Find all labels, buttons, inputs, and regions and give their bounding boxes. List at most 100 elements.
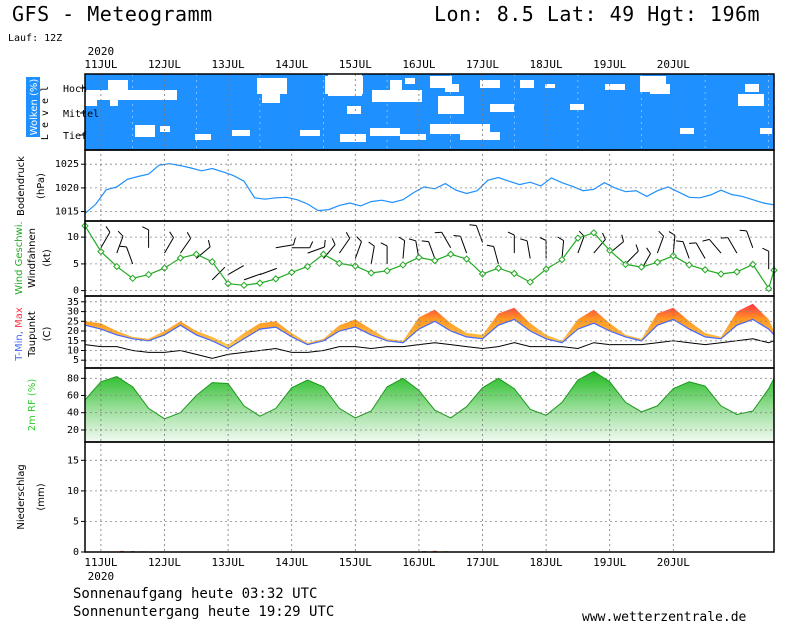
wind-barb-flag bbox=[507, 231, 515, 236]
wind-barb-flag bbox=[635, 244, 639, 252]
precip-ylabel: Niederschlag bbox=[16, 464, 27, 529]
day-label-top: 17JUL bbox=[466, 58, 499, 71]
y-tick-label: 10 bbox=[67, 486, 79, 497]
wind-speed-point bbox=[685, 261, 693, 269]
cloud-patch bbox=[650, 84, 670, 94]
website-label: www.wetterzentrale.de bbox=[582, 610, 747, 625]
cloud-patch bbox=[232, 130, 250, 136]
cloud-patch bbox=[85, 90, 177, 100]
wind-barb-staff bbox=[656, 236, 665, 254]
wind-speed-point bbox=[176, 254, 185, 262]
wind-barb-staff bbox=[402, 240, 406, 259]
y-tick-label: 1020 bbox=[55, 183, 79, 194]
wind-barb-staff bbox=[243, 273, 262, 281]
y-tick-label: 5 bbox=[73, 516, 79, 527]
wind-barb-flag bbox=[408, 238, 416, 242]
rh-line bbox=[84, 370, 775, 420]
day-label-bottom: 11JUL bbox=[84, 556, 117, 569]
wind-speed-point bbox=[256, 279, 264, 287]
wind-barb-flag bbox=[578, 230, 585, 237]
wind-speed-point bbox=[144, 270, 153, 279]
wind-barb-staff bbox=[164, 237, 174, 254]
wind-speed-point bbox=[749, 260, 757, 269]
day-label-top: 11JUL bbox=[84, 58, 117, 71]
wind-barb-flag bbox=[421, 240, 429, 243]
cloud-panel-background bbox=[85, 74, 774, 150]
year-label-bottom: 2020 bbox=[88, 570, 115, 583]
wind-barb-flag bbox=[207, 239, 211, 248]
cloud-patch bbox=[262, 83, 280, 103]
wind-barb-flag bbox=[398, 236, 405, 242]
wind-barb-staff bbox=[493, 246, 499, 265]
wind-barb-staff bbox=[727, 237, 738, 254]
wind-barb-flag bbox=[539, 237, 547, 241]
cloud-patch bbox=[400, 134, 426, 140]
wind-speed-point bbox=[574, 234, 582, 242]
y-tick-label: 10 bbox=[67, 232, 79, 243]
y-tick-label: 1025 bbox=[55, 159, 79, 170]
cloud-patch bbox=[760, 128, 772, 134]
cloud-patch bbox=[372, 90, 422, 102]
day-label-bottom: 19JUL bbox=[593, 556, 626, 569]
temp-range-area bbox=[85, 303, 774, 349]
y-tick-label: 35 bbox=[67, 297, 79, 308]
wind-barb-flag bbox=[293, 237, 296, 245]
wind-ylabel: Wind Geschwi. bbox=[14, 221, 25, 294]
wind-barb-staff bbox=[307, 246, 325, 254]
wind-barb-staff bbox=[126, 246, 134, 265]
temp-ylabel: T-Min, Max bbox=[14, 307, 25, 362]
wind-barb-staff bbox=[593, 239, 606, 254]
cloud-patch bbox=[460, 132, 500, 140]
day-label-top: 20JUL bbox=[657, 58, 690, 71]
cloud-level-label: Hoch bbox=[63, 84, 87, 95]
wind-barb-flag bbox=[119, 245, 127, 248]
cloud-patch bbox=[300, 130, 320, 136]
wind-speed-point bbox=[415, 253, 423, 262]
temp-ylabel2: Taupunkt bbox=[27, 311, 38, 358]
wind-barb-flag bbox=[469, 224, 477, 226]
day-label-top: 13JUL bbox=[212, 58, 245, 71]
wind-barb-flag bbox=[486, 244, 494, 247]
y-tick-label: 20 bbox=[67, 425, 79, 436]
cloud-patch bbox=[340, 134, 366, 142]
wind-barb-staff bbox=[577, 236, 585, 254]
cloud-patch bbox=[738, 94, 764, 106]
wind-barb-staff bbox=[459, 236, 468, 254]
wind-barb-staff bbox=[475, 225, 483, 243]
cloud-patch bbox=[108, 80, 128, 92]
wind-barb-flag bbox=[689, 242, 697, 244]
cloud-patch bbox=[545, 84, 555, 88]
wind-speed-point bbox=[97, 247, 105, 256]
wind-speed-point bbox=[764, 284, 773, 293]
wind-barb-flag bbox=[720, 237, 728, 239]
wind-barb-staff bbox=[179, 238, 192, 254]
day-label-top: 12JUL bbox=[148, 58, 181, 71]
panel-frame bbox=[84, 295, 775, 369]
cloud-patch bbox=[135, 125, 155, 137]
y-tick-label: 10 bbox=[67, 346, 79, 357]
wind-speed-point bbox=[510, 269, 519, 278]
y-tick-label: 30 bbox=[67, 307, 79, 318]
cloud-patch bbox=[110, 100, 118, 106]
wind-speed-point bbox=[319, 250, 328, 258]
dewpoint-line bbox=[84, 338, 775, 359]
cloud-patch bbox=[160, 126, 170, 132]
cloud-label-box bbox=[26, 77, 40, 137]
wind-barb-flag bbox=[169, 231, 174, 238]
cloud-patch bbox=[490, 104, 514, 112]
sunset-text: Sonnenuntergang heute 19:29 UTC bbox=[73, 604, 335, 620]
temp-ylabel-max: Max bbox=[14, 307, 25, 328]
wind-barb-flag bbox=[702, 238, 710, 242]
wind-barb-flag bbox=[739, 229, 747, 232]
cloud-side-label: L e v e l bbox=[40, 86, 51, 140]
wind-barb-flag bbox=[142, 226, 149, 231]
y-tick-label: 5 bbox=[73, 259, 79, 270]
wind-barb-flag bbox=[434, 231, 442, 234]
y-tick-label: 20 bbox=[67, 326, 79, 337]
y-tick-label: 60 bbox=[67, 391, 79, 402]
wind-barb-staff bbox=[354, 241, 362, 259]
wind-barb-staff bbox=[227, 265, 244, 276]
temp-unit: (C) bbox=[42, 327, 53, 342]
cloud-patch bbox=[680, 128, 694, 134]
